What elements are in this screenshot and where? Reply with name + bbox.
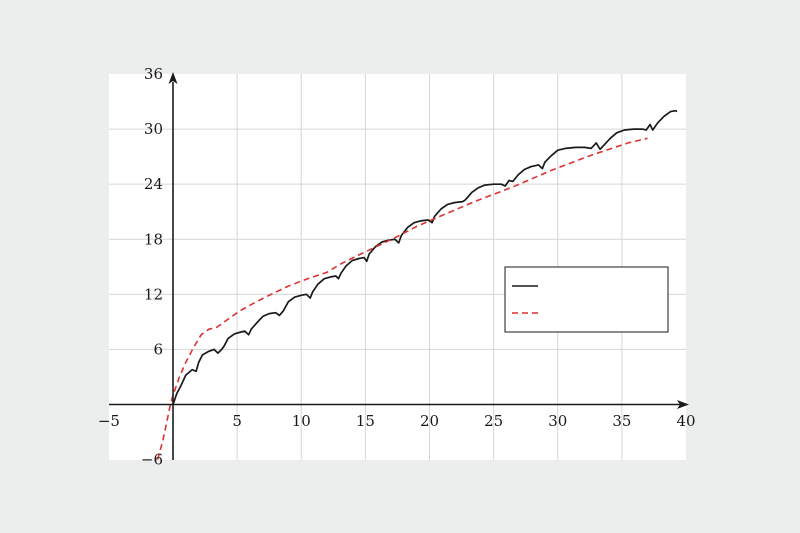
y-tick-label-6: 6 bbox=[153, 340, 163, 358]
y-axis-arrowhead bbox=[168, 72, 178, 84]
x-tick-label-25: 25 bbox=[484, 412, 503, 430]
series-2-line bbox=[156, 137, 648, 460]
y-tick-label-12: 12 bbox=[144, 285, 163, 303]
series-layer bbox=[156, 109, 678, 460]
x-tick-label-35: 35 bbox=[612, 412, 631, 430]
axes bbox=[109, 72, 689, 460]
x-tick-label-20: 20 bbox=[420, 412, 439, 430]
legend-box bbox=[504, 266, 669, 333]
x-tick-label-15: 15 bbox=[356, 412, 375, 430]
y-tick-label-30: 30 bbox=[144, 120, 163, 138]
x-tick-label-5: 5 bbox=[232, 412, 242, 430]
grid bbox=[109, 74, 686, 460]
series-1-line bbox=[172, 109, 678, 405]
tick-labels: −5 5 10 15 20 25 30 35 40 −6 6 12 18 24 30 36 bbox=[98, 65, 696, 469]
y-tick-label-36: 36 bbox=[144, 65, 163, 83]
y-tick-label-18: 18 bbox=[144, 230, 163, 248]
legend bbox=[504, 266, 669, 333]
y-tick-label-24: 24 bbox=[144, 175, 163, 193]
x-tick-label-40: 40 bbox=[676, 412, 695, 430]
x-tick-label-10: 10 bbox=[292, 412, 311, 430]
x-tick-label--5: −5 bbox=[98, 412, 120, 430]
y-tick-label--6: −6 bbox=[141, 451, 163, 469]
x-axis-arrowhead bbox=[677, 400, 689, 409]
x-tick-label-30: 30 bbox=[548, 412, 567, 430]
